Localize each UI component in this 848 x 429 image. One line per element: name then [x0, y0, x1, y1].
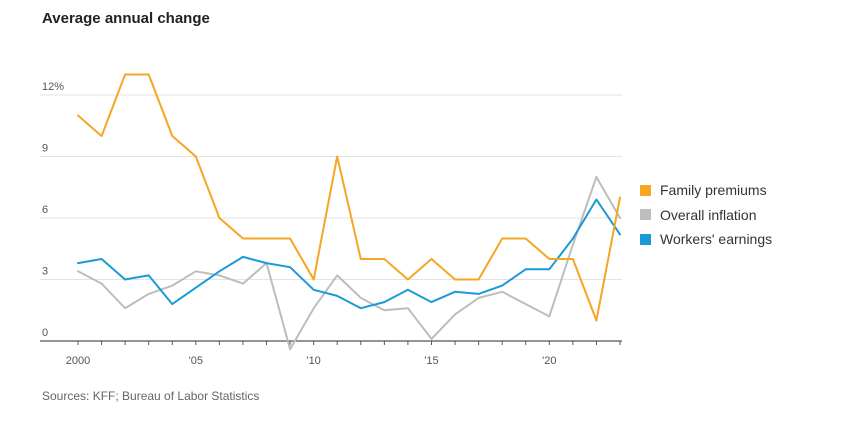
- y-tick-label: 0: [42, 327, 48, 339]
- legend-swatch-overall-inflation: [640, 209, 651, 221]
- source-note: Sources: KFF; Bureau of Labor Statistics: [42, 389, 260, 403]
- legend: Family premiums Overall inflation Worker…: [640, 178, 772, 252]
- y-tick-label: 9: [42, 143, 48, 155]
- chart-title: Average annual change: [42, 10, 210, 27]
- x-tick-label: 2000: [66, 355, 90, 367]
- legend-label-workers-earnings: Workers' earnings: [660, 231, 773, 248]
- x-axis: 2000 '05 '10 '15 '20: [40, 340, 622, 367]
- x-tick-label: '10: [306, 355, 320, 367]
- legend-item-overall-inflation: Overall inflation: [640, 203, 772, 228]
- series-line-overall-inflation: [77, 176, 621, 351]
- x-tick-label: '15: [424, 355, 438, 367]
- legend-item-workers-earnings: Workers' earnings: [640, 227, 772, 252]
- legend-label-overall-inflation: Overall inflation: [660, 206, 757, 223]
- series-line-workers-earnings: [77, 198, 621, 310]
- y-tick-label: 12%: [42, 81, 64, 93]
- gridlines: [40, 94, 622, 280]
- series-line-family-premiums: [77, 73, 621, 322]
- y-axis-tick-labels: 0 3 6 9 12%: [42, 81, 64, 339]
- y-tick-label: 3: [42, 266, 48, 278]
- legend-swatch-family-premiums: [640, 184, 651, 196]
- legend-label-family-premiums: Family premiums: [660, 182, 767, 199]
- x-tick-label: '20: [542, 355, 556, 367]
- x-tick-label: '05: [189, 355, 203, 367]
- series-lines: [77, 73, 621, 351]
- legend-item-family-premiums: Family premiums: [640, 178, 772, 203]
- legend-swatch-workers-earnings: [640, 233, 651, 245]
- y-tick-label: 6: [42, 204, 48, 216]
